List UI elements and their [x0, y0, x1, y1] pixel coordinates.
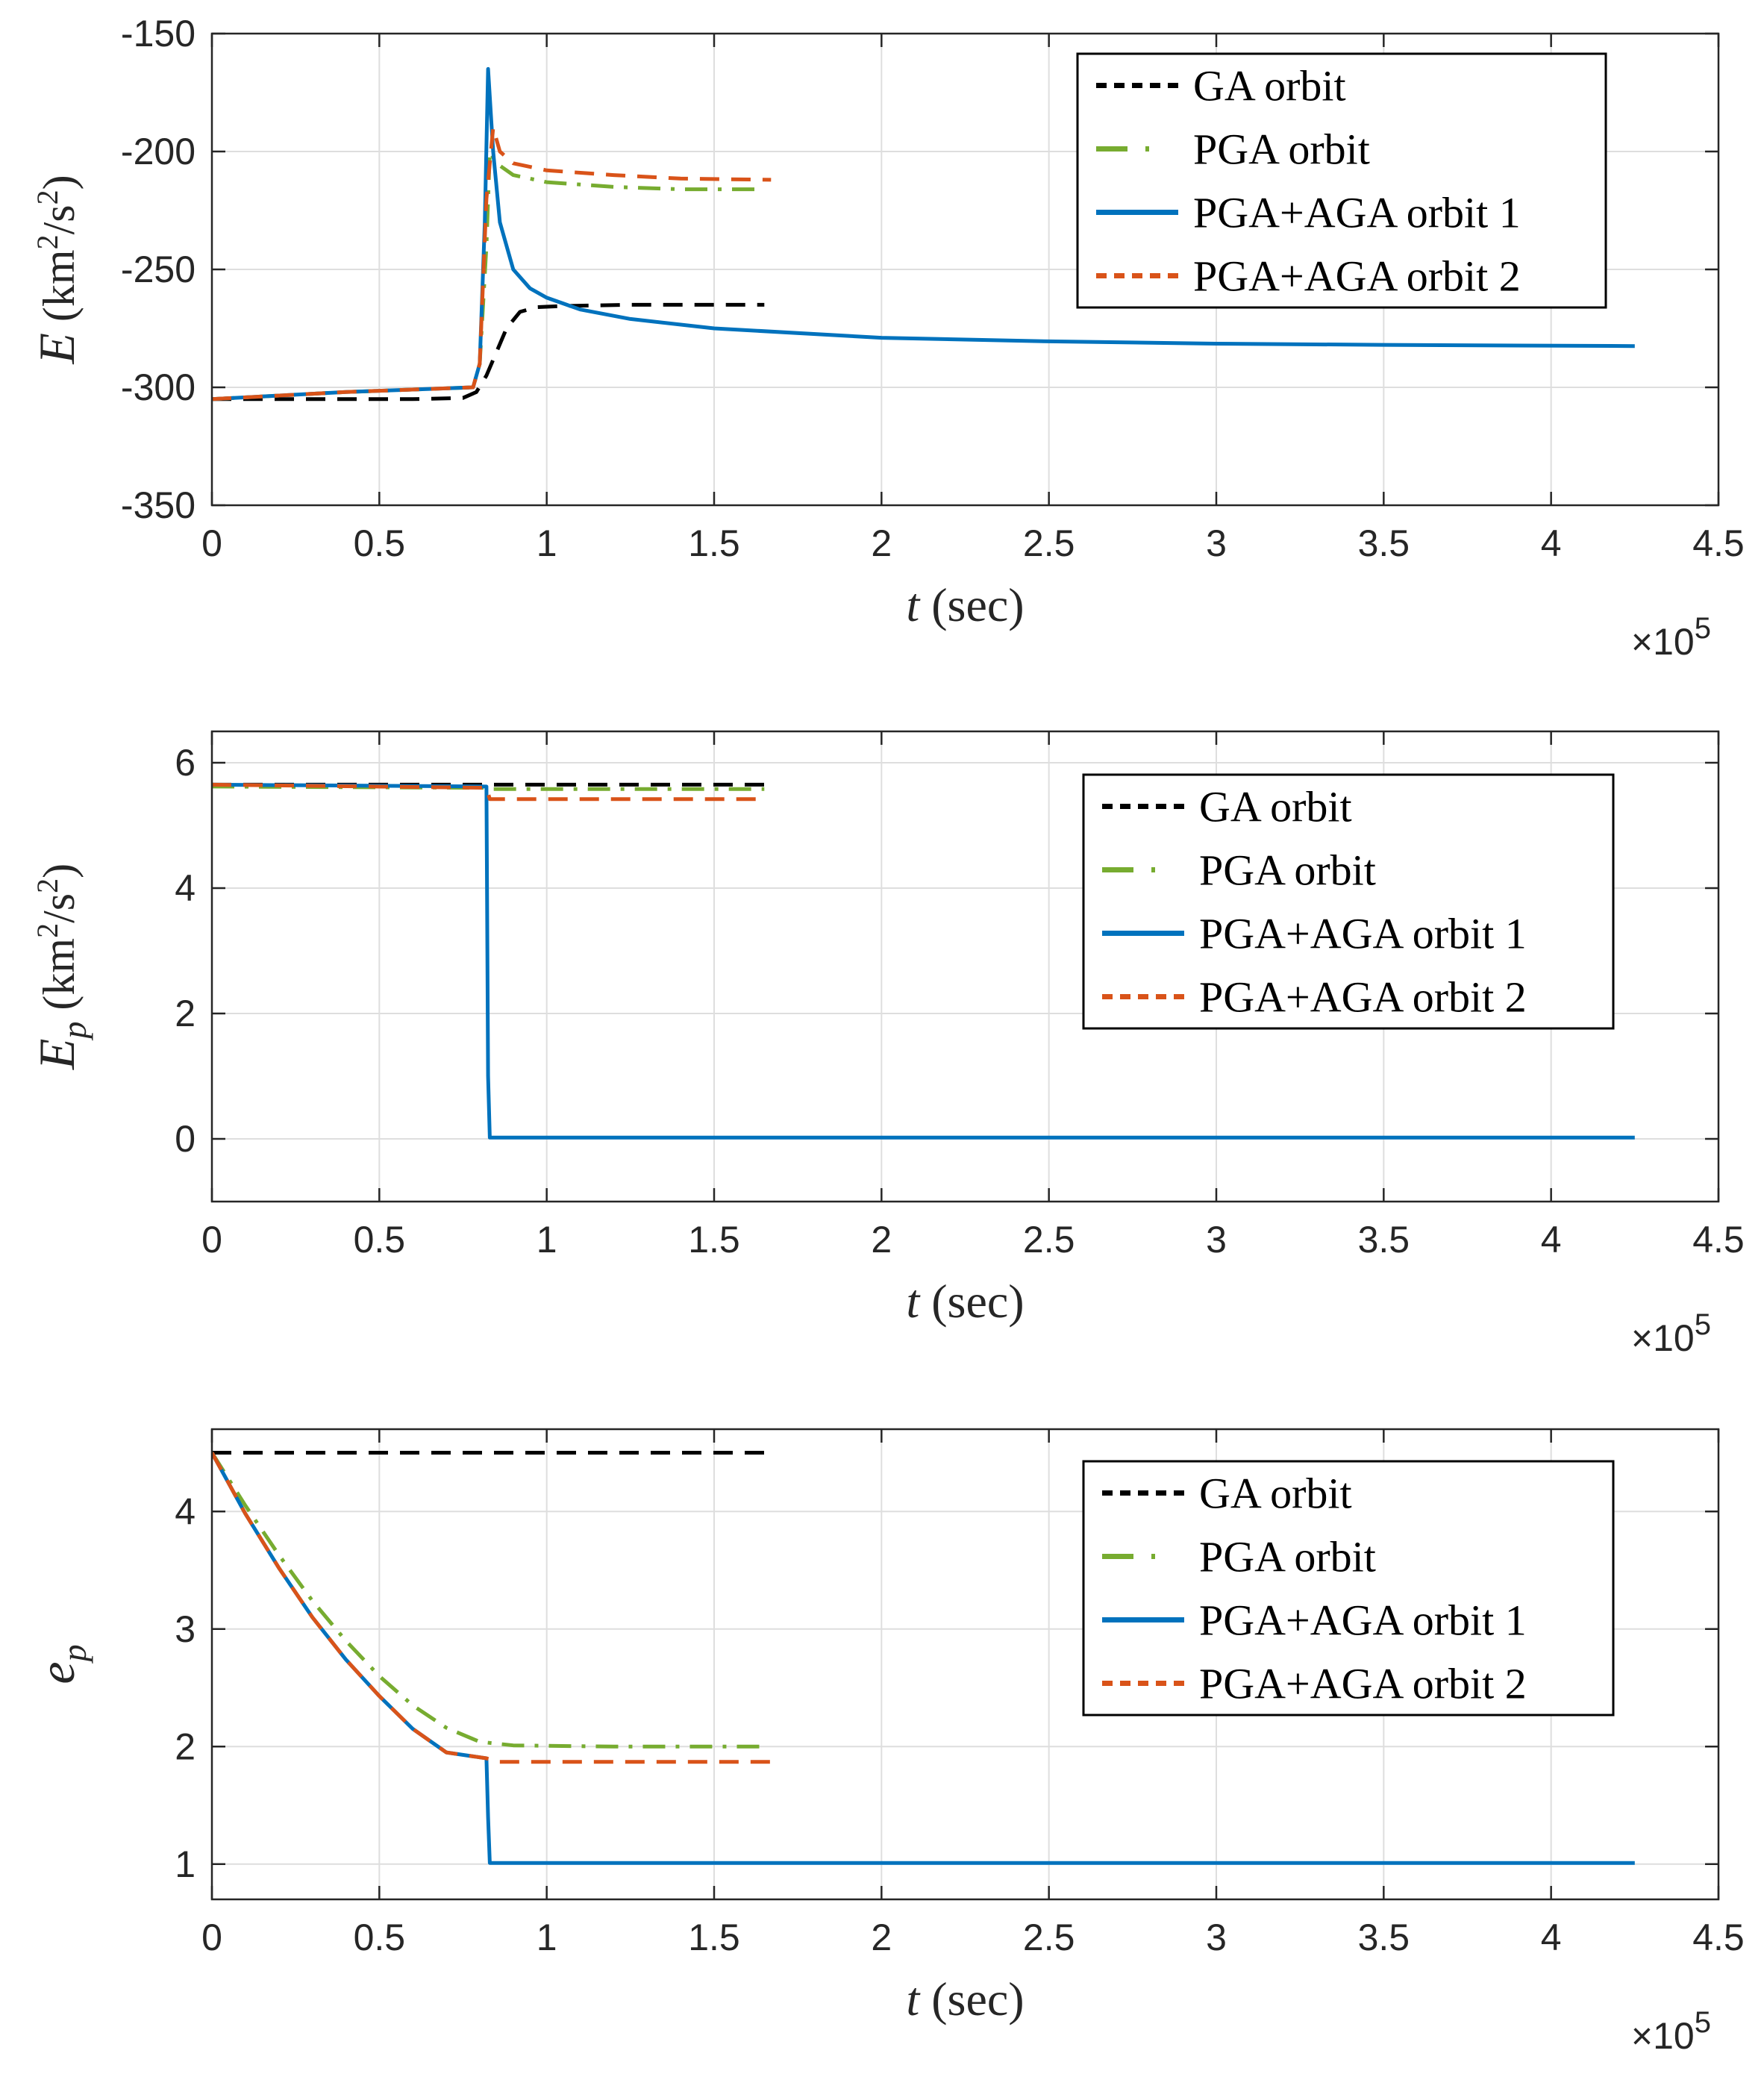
legend-box — [1076, 52, 1607, 309]
y-tick-label: -350 — [121, 484, 196, 526]
series-line-pga-aga-orbit-2 — [212, 1452, 772, 1764]
legend-label: PGA orbit — [1193, 125, 1370, 174]
series-line-pga-aga-orbit-2 — [212, 125, 772, 402]
series-line-pga-orbit — [212, 1452, 765, 1749]
x-tick-label: 0.5 — [354, 1219, 406, 1261]
x-tick-label: 2 — [871, 1219, 892, 1261]
series-group — [212, 782, 1635, 1140]
x-tick-label: 4.5 — [1692, 522, 1745, 564]
legend-label: GA orbit — [1193, 62, 1346, 110]
x-tick-label: 3.5 — [1358, 522, 1410, 564]
x-tick-label: 3.5 — [1358, 1917, 1410, 1958]
x-tick-label: 4 — [1541, 1219, 1562, 1261]
x-tick-label: 4.5 — [1692, 1219, 1745, 1261]
x-tick-label: 4.5 — [1692, 1917, 1745, 1958]
y-tick-label: -300 — [121, 366, 196, 408]
legend-label: PGA orbit — [1199, 846, 1376, 895]
legend-label: PGA+AGA orbit 2 — [1199, 973, 1527, 1022]
x-tick-label: 0 — [201, 1219, 222, 1261]
y-tick-label: 0 — [175, 1118, 196, 1160]
x-tick-label: 2.5 — [1023, 1219, 1075, 1261]
legend-label: PGA+AGA orbit 2 — [1199, 1660, 1527, 1708]
x-tick-label: 0 — [201, 1917, 222, 1958]
x-tick-label: 1.5 — [688, 1219, 740, 1261]
legend-label: PGA+AGA orbit 1 — [1199, 910, 1527, 958]
x-tick-label: 4 — [1541, 522, 1562, 564]
x-axis-multiplier: ×105 — [1631, 2006, 1711, 2057]
x-tick-label: 1 — [537, 1917, 557, 1958]
y-axis-label: ep​ — [28, 1644, 93, 1684]
chart-panel-3: 0 0.5 1 1.5 2 2.5 3 3.5 4 4.5 1 2 3 4 t (sec) ×105 ep​ GA… — [28, 1428, 1745, 2057]
x-tick-label: 0.5 — [354, 522, 406, 564]
legend-box — [1082, 773, 1615, 1030]
x-tick-label: 2 — [871, 1917, 892, 1958]
y-tick-label: 2 — [175, 993, 196, 1034]
legend: GA orbit PGA orbit PGA+AGA orbit 1 PGA+AGA … — [1082, 1460, 1615, 1717]
axes-box — [210, 1428, 1720, 1901]
legend-label: PGA+AGA orbit 2 — [1193, 252, 1521, 301]
x-tick-label: 2 — [871, 522, 892, 564]
series-group — [212, 1451, 1635, 1865]
legend: GA orbit PGA orbit PGA+AGA orbit 1 PGA+AGA … — [1076, 52, 1607, 309]
legend-label: PGA+AGA orbit 1 — [1193, 189, 1521, 237]
y-tick-label: 6 — [175, 742, 196, 784]
x-axis-multiplier: ×105 — [1631, 1308, 1711, 1359]
axes-box — [210, 730, 1720, 1203]
legend-label: PGA+AGA orbit 1 — [1199, 1596, 1527, 1645]
x-axis-label: t (sec) — [906, 1275, 1024, 1328]
y-tick-label: -250 — [121, 249, 196, 290]
x-tick-label: 3.5 — [1358, 1219, 1410, 1261]
series-group — [212, 66, 1635, 402]
x-axis-label: t (sec) — [906, 1973, 1024, 2025]
x-tick-label: 1 — [537, 522, 557, 564]
y-tick-label: 4 — [175, 1490, 196, 1532]
x-tick-label: 1.5 — [688, 1917, 740, 1958]
x-tick-label: 4 — [1541, 1917, 1562, 1958]
chart-panel-2: 0 0.5 1 1.5 2 2.5 3 3.5 4 4.5 0 2 4 6 t (sec) ×105 Ep​ (… — [28, 730, 1745, 1359]
legend-label: GA orbit — [1199, 783, 1352, 831]
series-line-pga-aga-orbit-1 — [212, 782, 1635, 1140]
x-tick-label: 0.5 — [354, 1917, 406, 1958]
legend: GA orbit PGA orbit PGA+AGA orbit 1 PGA+AGA … — [1082, 773, 1615, 1030]
x-tick-label: 3 — [1206, 1219, 1227, 1261]
x-tick-label: 3 — [1206, 1917, 1227, 1958]
y-axis-label: E (km2/s2) — [28, 175, 85, 364]
series-line-pga-aga-orbit-2 — [212, 782, 765, 802]
y-tick-label: 4 — [175, 867, 196, 909]
y-tick-label: -150 — [121, 13, 196, 54]
x-tick-label: 0 — [201, 522, 222, 564]
x-tick-label: 2.5 — [1023, 522, 1075, 564]
legend-box — [1082, 1460, 1615, 1717]
y-tick-label: 2 — [175, 1725, 196, 1767]
legend-label: PGA orbit — [1199, 1533, 1376, 1581]
x-tick-label: 2.5 — [1023, 1917, 1075, 1958]
y-tick-label: -200 — [121, 131, 196, 172]
x-axis-label: t (sec) — [906, 578, 1024, 631]
chart-panel-1: 0 0.5 1 1.5 2 2.5 3 3.5 4 4.5 -350 -300 -250 -200 -150… — [28, 13, 1745, 663]
x-tick-label: 3 — [1206, 522, 1227, 564]
y-tick-label: 3 — [175, 1608, 196, 1650]
y-axis-label: Ep​ (km2/s2) — [28, 863, 93, 1070]
x-tick-label: 1 — [537, 1219, 557, 1261]
x-tick-label: 1.5 — [688, 522, 740, 564]
x-axis-multiplier: ×105 — [1631, 612, 1711, 663]
legend-label: GA orbit — [1199, 1469, 1352, 1518]
y-tick-label: 1 — [175, 1843, 196, 1885]
